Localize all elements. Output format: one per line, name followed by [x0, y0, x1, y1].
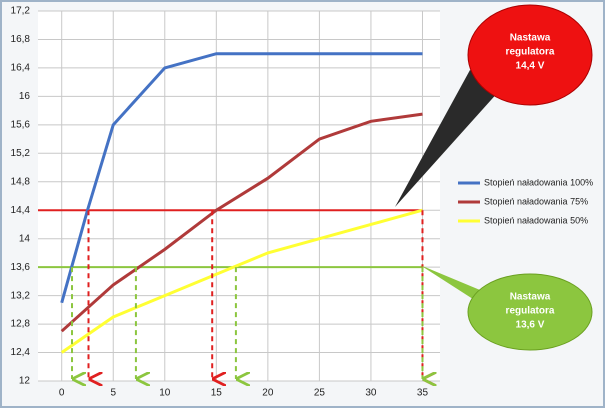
y-tick-label: 12	[19, 376, 31, 387]
y-tick-label: 15,6	[11, 119, 31, 130]
y-tick-label: 14	[19, 233, 31, 244]
callout-text: 13,6 V	[516, 320, 545, 331]
x-tick-label: 10	[159, 388, 171, 399]
x-tick-label: 30	[365, 388, 377, 399]
y-tick-label: 12,4	[11, 347, 31, 358]
y-tick-label: 17,2	[11, 6, 31, 17]
callout-text: regulatora	[506, 306, 555, 317]
callout-text: 14,4 V	[516, 61, 545, 72]
legend-label: Stopień naładowania 75%	[484, 196, 588, 206]
x-tick-label: 20	[262, 388, 274, 399]
series-line	[60, 112, 423, 333]
y-tick-label: 13,6	[11, 262, 31, 273]
callout-green: Nastawa regulatora 13,6 V	[420, 265, 593, 351]
x-tick-label: 5	[110, 388, 116, 399]
x-tick-label: 35	[417, 388, 429, 399]
x-tick-label: 25	[314, 388, 326, 399]
x-tick-label: 15	[211, 388, 223, 399]
legend-label: Stopień naładowania 100%	[484, 177, 593, 187]
y-tick-label: 12,8	[11, 319, 31, 330]
y-tick-label: 15,2	[11, 148, 31, 159]
callout-bubble	[467, 4, 593, 106]
y-tick-label: 13,2	[11, 290, 31, 301]
legend-label: Stopień naładowania 50%	[484, 215, 588, 225]
series-line	[60, 52, 423, 304]
y-tick-label: 14,4	[11, 205, 31, 216]
callout-text: regulatora	[506, 47, 555, 58]
callout-text: Nastawa	[510, 33, 551, 44]
callout-red: Nastawa regulatora 14,4 V	[395, 4, 593, 207]
x-tick-label: 0	[59, 388, 65, 399]
y-tick-label: 16,4	[11, 63, 31, 74]
y-tick-label: 16,8	[11, 34, 31, 45]
y-tick-label: 14,8	[11, 176, 31, 187]
callout-text: Nastawa	[510, 292, 551, 303]
y-tick-label: 16	[19, 91, 31, 102]
series-line	[60, 208, 423, 354]
callout-bubble	[467, 273, 593, 351]
